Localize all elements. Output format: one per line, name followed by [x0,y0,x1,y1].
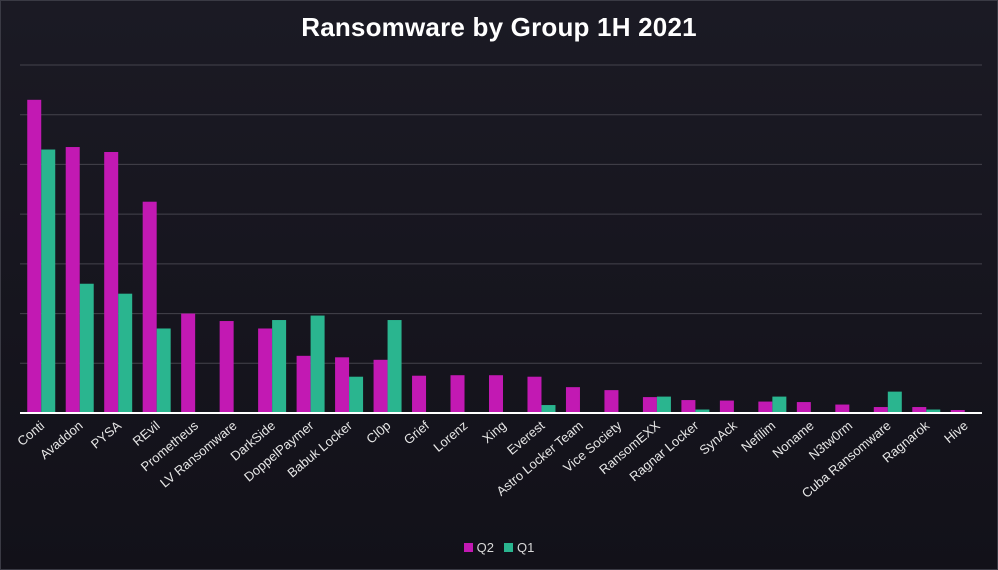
x-tick-label: Ragnar Locker [626,417,701,484]
bar-q2-9 [373,359,388,413]
bar-q1-7 [310,315,325,413]
x-tick-label: Lorenz [430,418,470,455]
bar-q2-6 [258,328,273,413]
x-tick-label: Conti [14,418,47,449]
bar-q1-0 [41,149,56,413]
bar-q1-17 [695,409,710,413]
x-tick-label: Cl0p [363,418,393,447]
x-tick-label: Xing [479,418,509,446]
x-tick-label: Grief [401,418,433,448]
bar-q1-1 [79,283,94,413]
chart-title: Ransomware by Group 1H 2021 [301,12,697,42]
legend-item-q1: Q1 [504,540,534,555]
bar-q1-2 [118,293,133,413]
bar-q2-7 [296,355,311,413]
bar-q2-2 [104,152,119,413]
bar-q1-9 [387,320,402,413]
bar-q2-1 [65,147,80,413]
bar-q2-17 [681,400,696,413]
bar-q2-15 [604,390,619,413]
bar-q2-8 [335,357,350,413]
bar-q1-23 [926,409,941,413]
bar-q2-16 [642,397,657,413]
legend-swatch-q2 [463,543,473,552]
x-tick-label: REvil [130,418,163,449]
bar-q2-18 [719,400,734,413]
bar-q1-6 [272,320,287,413]
bar-q2-20 [796,402,811,413]
bar-q2-13 [527,376,542,413]
x-tick-label: Avaddon [37,418,86,462]
bar-q1-22 [887,391,902,413]
x-tick-label: SynAck [696,417,740,457]
bar-q2-11 [450,375,465,413]
legend-swatch-q1 [504,543,513,552]
bar-q2-4 [181,313,196,413]
legend-label-q2: Q2 [476,540,494,555]
x-tick-label: Hive [941,418,971,446]
bar-q1-13 [541,405,556,413]
bar-q2-5 [219,321,234,413]
bar-q2-10 [412,375,427,413]
legend-item-q2: Q2 [463,540,494,555]
x-tick-label: PYSA [88,418,124,452]
bar-q1-3 [156,328,171,413]
bar-q2-12 [489,375,503,413]
bar-q2-19 [758,401,773,413]
bar-q1-8 [349,376,364,413]
bar-q2-0 [27,99,42,414]
bar-q2-3 [142,201,157,413]
bar-q2-22 [873,407,888,413]
bar-q1-19 [772,396,787,413]
bar-q2-14 [565,387,580,413]
bar-q2-21 [835,404,850,413]
bar-q2-23 [912,407,927,413]
bar-q2-24 [950,410,965,413]
legend-label-q1: Q1 [517,540,535,555]
legend: Q2 Q1 [0,540,998,555]
bar-q1-16 [656,396,671,413]
